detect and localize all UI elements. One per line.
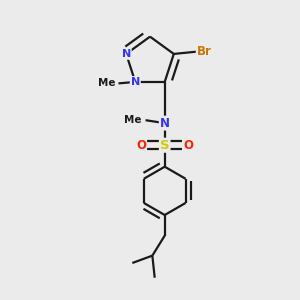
- Text: Br: Br: [197, 45, 212, 58]
- Text: N: N: [122, 49, 131, 59]
- Text: S: S: [160, 139, 169, 152]
- Text: Me: Me: [98, 78, 116, 88]
- Text: Me: Me: [124, 115, 141, 125]
- Text: N: N: [160, 117, 170, 130]
- Text: N: N: [131, 77, 140, 87]
- Text: O: O: [183, 139, 193, 152]
- Text: O: O: [136, 139, 146, 152]
